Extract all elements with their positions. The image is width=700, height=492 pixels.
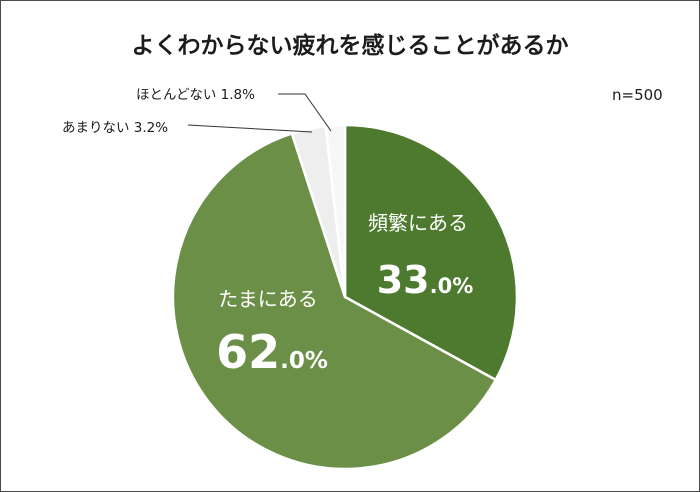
slice-label-たまにある: たまにある — [218, 287, 317, 311]
slice-label-頻繁にある: 頻繁にある — [368, 211, 468, 235]
slice-value-たまにある: 62.0% — [216, 325, 328, 379]
pie-labels: 頻繁にある 33.0% たまにある 62.0% あまりない 3.2% ほとんどない 1.8… — [62, 87, 473, 379]
chart-title: よくわからない疲れを感じることがあるか — [131, 33, 569, 59]
pie-slices — [171, 123, 519, 471]
pie-slice-ほとんどない — [324, 123, 347, 299]
callout-label-あまりない: あまりない 3.2% — [62, 120, 168, 136]
slice-value-頻繁にある: 33.0% — [377, 258, 474, 302]
pie-slice-たまにある — [171, 132, 497, 471]
sample-size-note: n=500 — [612, 86, 663, 104]
pie-slice-頻繁にある — [343, 123, 519, 382]
leader-line-あまりない — [187, 124, 313, 133]
callout-label-ほとんどない: ほとんどない 1.8% — [136, 87, 255, 103]
leader-line-ほとんどない — [278, 93, 332, 132]
